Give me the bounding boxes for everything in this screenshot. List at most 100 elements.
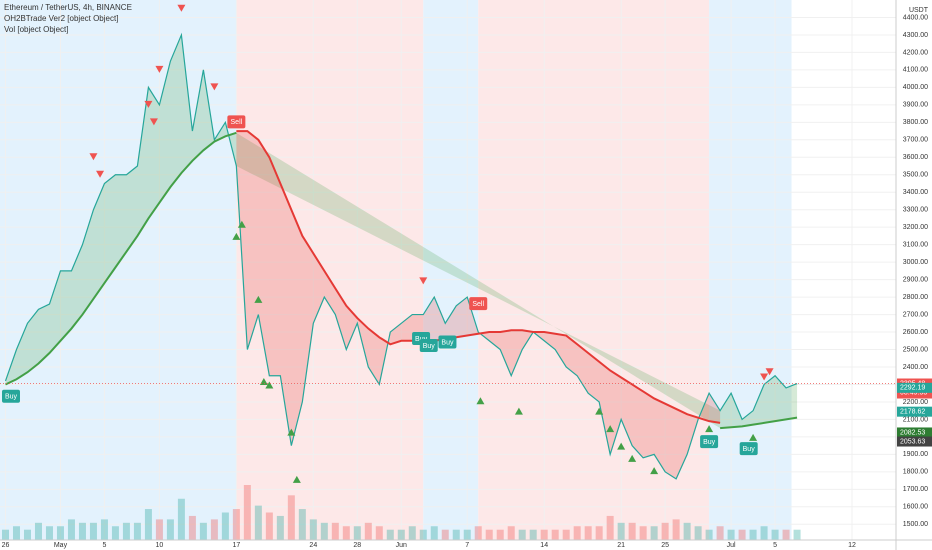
volume-bar [793, 529, 801, 540]
volume-bar [276, 515, 284, 540]
buy-signal [617, 442, 626, 450]
volume-bar [155, 519, 163, 540]
y-tick-label: 3700.00 [903, 137, 928, 144]
x-tick-label: 26 [2, 542, 10, 549]
buy-signal [287, 428, 296, 436]
y-tick-label: 1800.00 [903, 469, 928, 476]
volume-bar [419, 529, 427, 540]
y-tick-label: 3300.00 [903, 207, 928, 214]
volume-bar [23, 529, 31, 540]
y-tick-label: 2200.00 [903, 399, 928, 406]
volume-bar [353, 526, 361, 540]
y-tick-label: 1700.00 [903, 486, 928, 493]
x-tick-label: 24 [309, 542, 317, 549]
volume-bar [122, 522, 130, 540]
y-tick-label: 3500.00 [903, 172, 928, 179]
volume-bar [177, 498, 185, 540]
volume-bar [463, 529, 471, 540]
volume-bar [397, 529, 405, 540]
y-tick-label: 4000.00 [903, 84, 928, 91]
price-label: 2292.19 [900, 385, 925, 392]
sell-signal [760, 373, 769, 381]
sell-signal [89, 153, 98, 161]
volume-bar [144, 509, 152, 540]
annotation-box [419, 339, 438, 353]
sell-signal [96, 170, 105, 178]
plot: BuySellBuyBuyBuySellBuyBuy [0, 0, 896, 540]
volume-bar [507, 526, 515, 540]
volume-bar [309, 519, 317, 540]
volume-bar [34, 522, 42, 540]
sell-signal [144, 100, 153, 108]
x-tick-label: 12 [848, 542, 856, 549]
volume-bar [584, 526, 592, 540]
y-tick-label: 4300.00 [903, 32, 928, 39]
chart-title: Ethereum / TetherUS, 4h, BINANCE [4, 3, 132, 12]
annotation-label: Buy [5, 394, 18, 401]
x-tick-label: Jun [396, 542, 407, 549]
volume-bar [452, 529, 460, 540]
y-tick-label: 3400.00 [903, 189, 928, 196]
buy-signal [476, 397, 485, 405]
sell-signal [210, 83, 219, 91]
zone [478, 0, 710, 540]
y-tick-label: 1500.00 [903, 521, 928, 528]
volume-bar [67, 519, 75, 540]
series-line [236, 130, 721, 424]
volume-bar [617, 522, 625, 540]
volume-bar [243, 485, 251, 540]
volume-bar [221, 512, 229, 540]
series-line [5, 131, 798, 430]
x-tick-label: 10 [156, 542, 164, 549]
volume-bar [496, 529, 504, 540]
zone [423, 0, 479, 540]
countdown: 03:49:53 [900, 389, 927, 396]
sell-signal [155, 65, 164, 73]
sell-signal [419, 277, 428, 285]
volume-bar [738, 529, 746, 540]
annotation-label: Buy [441, 339, 454, 346]
volume-bar [705, 529, 713, 540]
volume-bar [408, 526, 416, 540]
buy-signal [237, 220, 246, 228]
volume-bar [694, 526, 702, 540]
volume-bar [298, 509, 306, 540]
y-tick-label: 2900.00 [903, 276, 928, 283]
buy-signal [292, 475, 301, 483]
annotation-box [438, 335, 457, 349]
volume-bar [573, 526, 581, 540]
volume-bar [661, 522, 669, 540]
y-tick-label: 3600.00 [903, 154, 928, 161]
buy-signal [595, 407, 604, 415]
volume-bar [749, 529, 757, 540]
x-tick-label: May [54, 542, 68, 549]
buy-signal [232, 232, 241, 240]
x-tick-label: 7 [465, 542, 469, 549]
y-tick-label: 2800.00 [903, 294, 928, 301]
y-tick-label: 2500.00 [903, 346, 928, 353]
volume-bar [782, 529, 790, 540]
volume-bar [199, 522, 207, 540]
volume-bar [133, 522, 141, 540]
indicator-label: OH2BTrade Ver2 [object Object] [4, 14, 118, 23]
volume-bar [287, 495, 295, 540]
y-tick-label: 2400.00 [903, 364, 928, 371]
volume-bar [375, 526, 383, 540]
price-label-box [897, 406, 932, 417]
y-tick-label: 2600.00 [903, 329, 928, 336]
x-tick-label: 17 [232, 542, 240, 549]
x-tick-label: 28 [353, 542, 361, 549]
indicator-label: Vol [object Object] [4, 25, 68, 34]
price-label: 2053.63 [900, 438, 925, 445]
y-tick-label: 4400.00 [903, 14, 928, 21]
volume-bar [45, 526, 53, 540]
volume-bar [89, 522, 97, 540]
sell-signal [149, 118, 158, 126]
volume-bar [540, 529, 548, 540]
y-tick-label: 1900.00 [903, 451, 928, 458]
price-label-box [897, 427, 932, 438]
annotation-box [1, 389, 20, 403]
volume-bar [518, 529, 526, 540]
annotation-label: Buy [423, 343, 436, 350]
